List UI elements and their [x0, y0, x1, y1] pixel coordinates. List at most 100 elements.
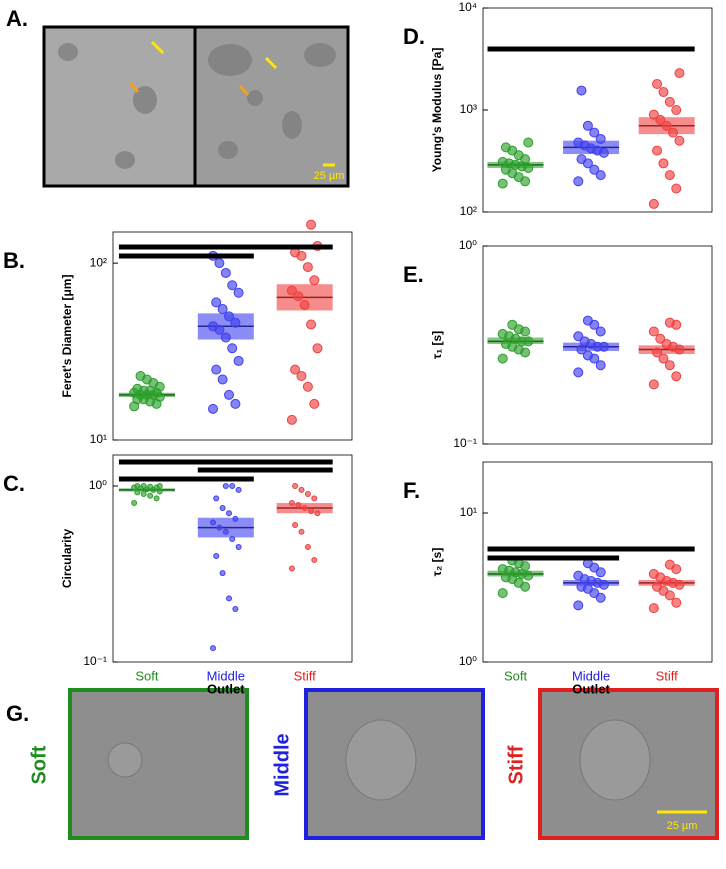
data-point: [576, 85, 587, 96]
data-point: [232, 515, 239, 522]
data-point: [298, 528, 305, 535]
data-point: [224, 311, 235, 322]
data-point: [576, 154, 587, 165]
data-point: [220, 332, 231, 343]
x-tick-label: Middle: [572, 668, 610, 683]
data-point: [220, 267, 231, 278]
y-tick-label: 10⁰: [459, 654, 477, 668]
arrow: [150, 40, 165, 55]
data-point: [595, 133, 606, 144]
data-point: [153, 495, 160, 502]
data-point: [671, 183, 682, 194]
x-tick-label: Soft: [504, 668, 528, 683]
data-point: [286, 285, 297, 296]
data-point: [658, 353, 669, 364]
chart: C. Circularity 10⁻¹ 10⁰ Soft Middle Stiff Outle…: [3, 454, 353, 696]
data-point: [658, 87, 669, 98]
y-axis-label: Feret's Diameter [μm]: [60, 275, 74, 398]
data-point: [156, 488, 163, 495]
data-point: [217, 304, 228, 315]
panel-label: B.: [3, 248, 25, 273]
y-tick-label: 10²: [460, 204, 477, 218]
data-point: [235, 544, 242, 551]
data-point: [302, 381, 313, 392]
x-axis-label: Outlet: [207, 681, 245, 696]
cell-label: Middle: [271, 733, 293, 796]
data-point: [301, 504, 308, 511]
data-point: [298, 486, 305, 493]
data-point: [304, 544, 311, 551]
data-point: [674, 135, 685, 146]
data-point: [671, 371, 682, 382]
x-tick-label: Soft: [135, 668, 159, 683]
data-point: [217, 374, 228, 385]
arrow: [264, 56, 278, 70]
charts: B. Feret's Diameter [μm] 10¹ 10² C. Circulari…: [3, 0, 713, 696]
data-point: [664, 360, 675, 371]
y-tick-label: 10⁻¹: [453, 436, 477, 450]
axes-frame: [112, 454, 353, 663]
data-point: [299, 299, 310, 310]
data-point: [219, 570, 226, 577]
data-point: [293, 291, 304, 302]
cell-cluster: [58, 43, 336, 169]
data-point: [648, 109, 659, 120]
data-point: [131, 500, 138, 507]
data-point: [661, 338, 672, 349]
data-point: [309, 398, 320, 409]
data-point: [573, 367, 584, 378]
data-point: [573, 176, 584, 187]
data-point: [661, 120, 672, 131]
data-point: [147, 492, 154, 499]
cell-label: Stiff: [505, 745, 527, 784]
data-point: [232, 606, 239, 613]
data-point: [296, 371, 307, 382]
data-point: [595, 170, 606, 181]
data-point: [652, 78, 663, 89]
data-point: [573, 137, 584, 148]
data-point: [222, 482, 229, 489]
data-point: [497, 353, 508, 364]
data-point: [573, 600, 584, 611]
data-point: [652, 347, 663, 358]
x-tick-label: Stiff: [656, 668, 679, 683]
data-point: [497, 588, 508, 599]
scale-label: 25 µm: [667, 820, 698, 832]
data-point: [219, 504, 226, 511]
data-point: [132, 383, 143, 394]
y-tick-label: 10⁻¹: [83, 654, 107, 668]
data-point: [648, 198, 659, 209]
data-point: [213, 495, 220, 502]
y-axis-label: Circularity: [60, 528, 74, 588]
data-point: [664, 559, 675, 570]
data-point: [497, 328, 508, 339]
data-point: [648, 379, 659, 390]
arrow: [128, 82, 140, 93]
data-point: [211, 297, 222, 308]
axes-frame: [482, 245, 713, 445]
data-point: [573, 570, 584, 581]
data-point: [595, 360, 606, 371]
data-point: [134, 482, 141, 489]
data-point: [290, 364, 301, 375]
data-point: [292, 522, 299, 529]
data-point: [311, 495, 318, 502]
data-point: [648, 568, 659, 579]
data-point: [655, 333, 666, 344]
data-point: [573, 331, 584, 342]
data-point: [233, 287, 244, 298]
data-point: [655, 114, 666, 125]
data-point: [664, 317, 675, 328]
cell-label: Soft: [28, 745, 50, 784]
axes-frame: [482, 7, 713, 213]
data-point: [306, 319, 317, 330]
data-point: [233, 355, 244, 366]
data-point: [671, 597, 682, 608]
data-point: [140, 482, 147, 489]
data-point: [210, 645, 217, 652]
data-point: [208, 403, 219, 414]
data-point: [229, 535, 236, 542]
y-tick-label: 10⁴: [458, 0, 477, 14]
chart: F. τ₂ [s] 10⁰ 10¹ Soft Middle Stiff Outlet: [403, 461, 713, 696]
data-point: [306, 219, 317, 230]
